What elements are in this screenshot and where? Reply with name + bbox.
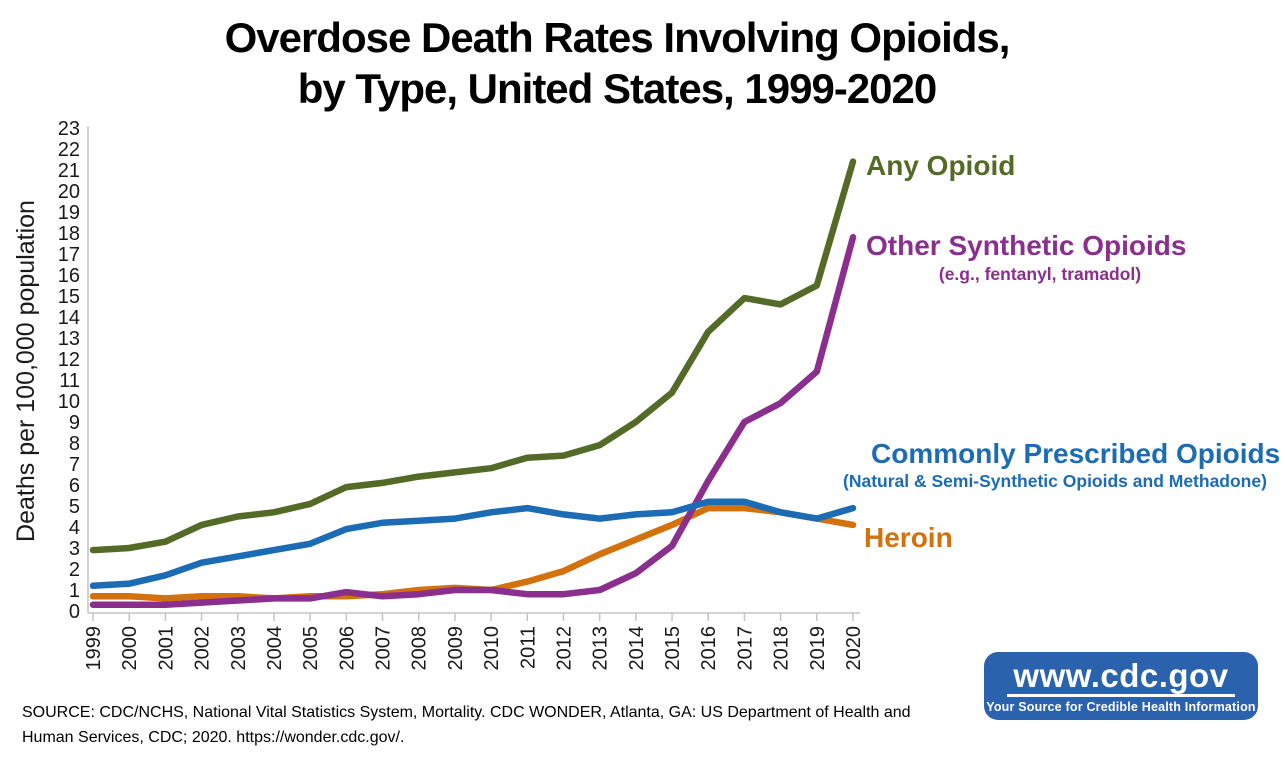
y-tick-label: 16 [58,265,80,287]
legend-prescribed-subtitle: (Natural & Semi-Synthetic Opioids and Me… [843,471,1267,491]
legend-heroin-label: Heroin [864,522,953,553]
legend-prescribed-label: Commonly Prescribed Opioids [871,438,1281,469]
y-tick-label: 19 [58,202,80,224]
x-tick-label: 2006 [336,626,358,671]
x-tick-label: 2018 [771,626,793,671]
x-tick-label: 2007 [373,626,395,671]
y-tick-label: 22 [58,139,80,161]
legend-other-synthetic-subtitle: (e.g., fentanyl, tramadol) [938,264,1142,284]
page-title-line-1: Overdose Death Rates Involving Opioids, [224,14,1011,61]
x-tick-label: 2004 [264,626,286,671]
y-tick-label: 10 [58,391,80,413]
y-tick-label: 3 [69,538,80,560]
y-tick-label: 23 [58,118,80,140]
y-tick-label: 17 [58,244,80,266]
x-tick-label: 2019 [807,626,829,671]
x-tick-label: 2020 [843,626,865,671]
y-tick-label: 1 [69,580,80,602]
y-tick-label: 12 [58,349,80,371]
legend-any-opioid-label: Any Opioid [866,150,1016,181]
y-tick-label: 6 [69,475,80,497]
x-tick-label: 2003 [228,626,250,671]
y-tick-label: 11 [59,370,80,392]
x-tick-label: 2011 [517,626,539,669]
y-tick-label: 5 [69,496,80,518]
y-tick-label: 8 [69,433,80,455]
page-title: Overdose Death Rates Involving Opioids, … [0,12,1234,114]
series-line-any-opioid [89,158,857,554]
x-tick-label: 2001 [155,626,177,671]
x-tick-label: 2017 [734,626,756,671]
cdc-logo-tagline: Your Source for Credible Health Informat… [986,699,1256,714]
x-tick-label: 2002 [192,626,214,671]
x-tick-label: 2010 [481,626,503,671]
page-title-line-2: by Type, United States, 1999-2020 [297,65,938,112]
x-tick-label: 2000 [119,626,141,671]
y-tick-label: 15 [58,286,80,308]
source-text: SOURCE: CDC/NCHS, National Vital Statist… [22,704,911,746]
x-tick-label: 2005 [300,626,322,671]
y-tick-label: 20 [58,181,80,203]
x-tick-label: 1999 [83,626,105,671]
x-tick-label: 2014 [626,626,648,671]
x-tick-label: 2015 [662,626,684,671]
y-tick-label: 4 [69,517,80,539]
cdc-logo[interactable]: www.cdc.gov Your Source for Credible Hea… [984,652,1258,720]
x-tick-label: 2008 [409,626,431,671]
series-line-other-synthetic-opioids [89,233,857,608]
y-tick-label: 7 [69,454,80,476]
y-tick-label: 21 [58,160,80,182]
legend-other-synthetic-label: Other Synthetic Opioids [866,230,1187,261]
cdc-logo-url: www.cdc.gov [1007,658,1235,697]
series-line-commonly-prescribed-opioids [89,498,857,590]
y-tick-label: 0 [69,601,80,623]
x-tick-label: 2013 [590,626,612,671]
y-tick-label: 2 [69,559,80,581]
y-tick-label: 14 [58,307,80,329]
x-tick-label: 2009 [445,626,467,671]
y-tick-label: 18 [58,223,80,245]
y-tick-label: 9 [69,412,80,434]
x-tick-label: 2016 [698,626,720,671]
x-tick-label: 2012 [553,626,575,671]
y-axis-title: Deaths per 100,000 population [12,200,40,542]
y-tick-label: 13 [58,328,80,350]
